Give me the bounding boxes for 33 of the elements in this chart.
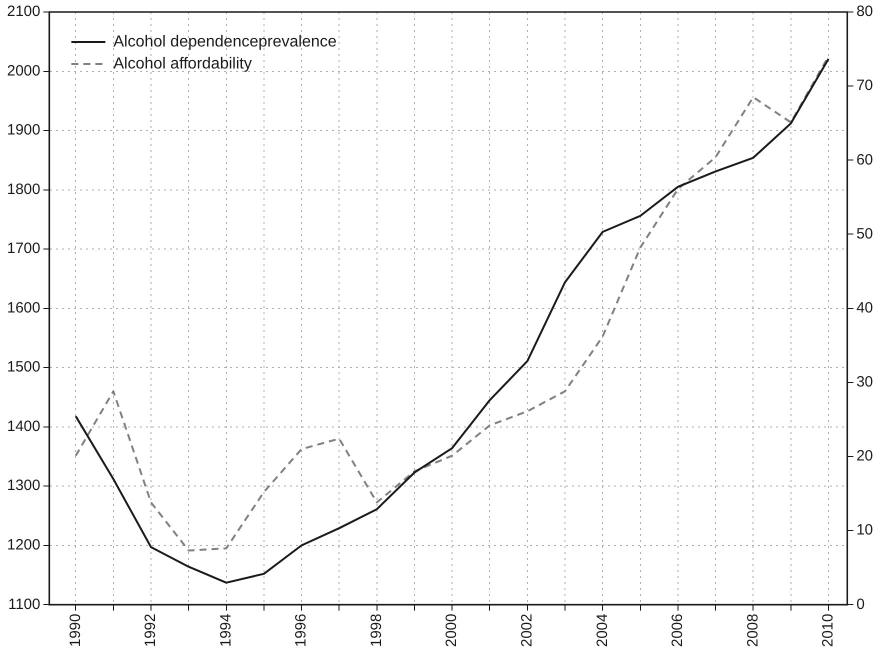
y2-tick-label: 30	[856, 374, 874, 391]
y-tick-label: 1500	[6, 358, 40, 376]
y-tick-label: 2100	[6, 3, 40, 20]
y-tick-label: 1300	[6, 477, 40, 494]
legend-label: Alcohol affordability	[113, 55, 252, 72]
y-tick-label: 2000	[6, 62, 40, 80]
y2-tick-label: 10	[856, 522, 874, 539]
x-tick-label: 1990	[66, 614, 84, 648]
y-tick-label: 1800	[6, 180, 40, 198]
legend-label: Alcohol dependenceprevalence	[113, 33, 337, 50]
y2-tick-label: 80	[856, 3, 874, 20]
x-tick-label: 1992	[142, 614, 160, 648]
y2-tick-label: 20	[856, 448, 874, 465]
x-tick-label: 2010	[820, 614, 837, 648]
x-tick-label: 2008	[744, 614, 762, 648]
y-tick-label: 1700	[6, 240, 40, 258]
y2-tick-label: 70	[856, 77, 874, 94]
x-tick-label: 1994	[217, 614, 234, 648]
x-tick-label: 2006	[669, 614, 686, 648]
y-tick-label: 1600	[6, 299, 40, 316]
x-tick-label: 2000	[443, 614, 460, 648]
x-tick-label: 2004	[594, 614, 611, 648]
y-tick-label: 1400	[6, 418, 40, 435]
x-tick-label: 1998	[368, 614, 385, 648]
x-tick-label: 1996	[292, 614, 310, 648]
y2-tick-label: 60	[856, 151, 874, 168]
y2-tick-label: 0	[856, 596, 865, 613]
y-tick-label: 1900	[6, 122, 40, 139]
y2-tick-label: 40	[856, 299, 874, 316]
y-tick-label: 1100	[8, 596, 40, 613]
x-tick-label: 2002	[518, 614, 536, 648]
y2-tick-label: 50	[856, 225, 874, 242]
y-tick-label: 1200	[6, 536, 40, 554]
